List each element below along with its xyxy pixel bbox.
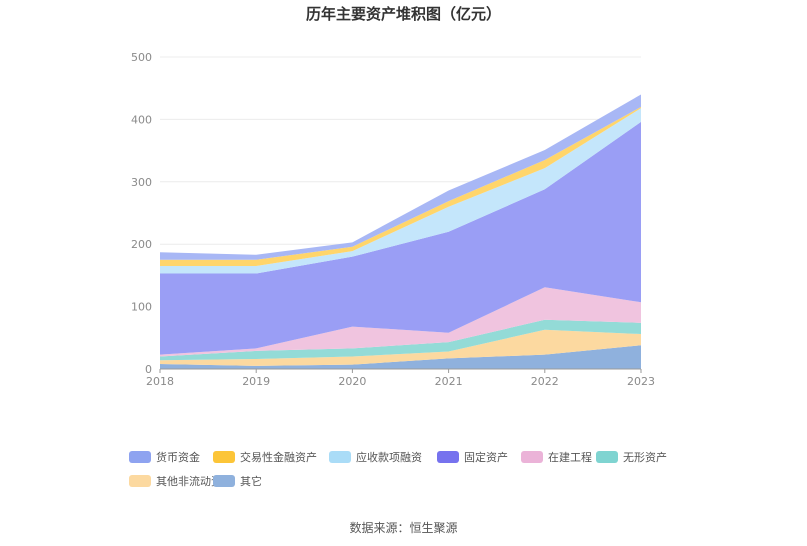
area-series-1 bbox=[160, 345, 641, 369]
area-series-2 bbox=[160, 329, 641, 366]
x-tick-label: 2021 bbox=[435, 375, 463, 388]
legend-swatch bbox=[596, 451, 618, 463]
legend-item[interactable]: 交易性金融资产 bbox=[213, 449, 317, 465]
legend-label: 交易性金融资产 bbox=[240, 451, 317, 464]
legend-swatch bbox=[213, 475, 235, 487]
legend-item[interactable]: 固定资产 bbox=[437, 449, 508, 465]
legend-label: 在建工程 bbox=[548, 451, 592, 464]
data-source: 数据来源：恒生聚源 bbox=[349, 521, 458, 535]
legend-item[interactable]: 其它 bbox=[213, 473, 262, 489]
chart-title: 历年主要资产堆积图（亿元） bbox=[305, 5, 501, 23]
axes: 0 100 200 300 400 500 2018 2019 2020 2021 2022 2023 bbox=[131, 51, 655, 388]
legend-swatch bbox=[329, 451, 351, 463]
area-series-5 bbox=[160, 121, 641, 355]
legend-swatch bbox=[521, 451, 543, 463]
legend-label: 应收款项融资 bbox=[356, 451, 422, 464]
legend-label: 其它 bbox=[240, 475, 262, 488]
legend-item[interactable]: 在建工程 bbox=[521, 449, 592, 465]
y-tick-label: 100 bbox=[131, 301, 152, 314]
legend-swatch bbox=[129, 451, 151, 463]
legend-item[interactable]: 货币资金 bbox=[129, 449, 200, 465]
legend-swatch bbox=[129, 475, 151, 487]
legend-swatch bbox=[213, 451, 235, 463]
x-tick-label: 2022 bbox=[531, 375, 559, 388]
x-tick-label: 2020 bbox=[338, 375, 366, 388]
legend-label: 固定资产 bbox=[464, 451, 508, 464]
y-tick-label: 400 bbox=[131, 113, 152, 126]
y-tick-label: 500 bbox=[131, 51, 152, 64]
area-series bbox=[160, 94, 641, 369]
x-tick-label: 2018 bbox=[146, 375, 174, 388]
legend-label: 无形资产 bbox=[623, 451, 667, 464]
area-series-6 bbox=[160, 108, 641, 274]
legend-swatch bbox=[437, 451, 459, 463]
legend-item[interactable]: 应收款项融资 bbox=[329, 449, 422, 465]
legend-label: 货币资金 bbox=[156, 451, 200, 464]
y-tick-label: 300 bbox=[131, 176, 152, 189]
x-tick-label: 2023 bbox=[627, 375, 655, 388]
y-tick-label: 0 bbox=[145, 363, 152, 376]
area-series-4 bbox=[160, 287, 641, 357]
y-tick-label: 200 bbox=[131, 238, 152, 251]
area-series-3 bbox=[160, 319, 641, 361]
x-tick-label: 2019 bbox=[242, 375, 270, 388]
legend-item[interactable]: 无形资产 bbox=[596, 449, 667, 465]
